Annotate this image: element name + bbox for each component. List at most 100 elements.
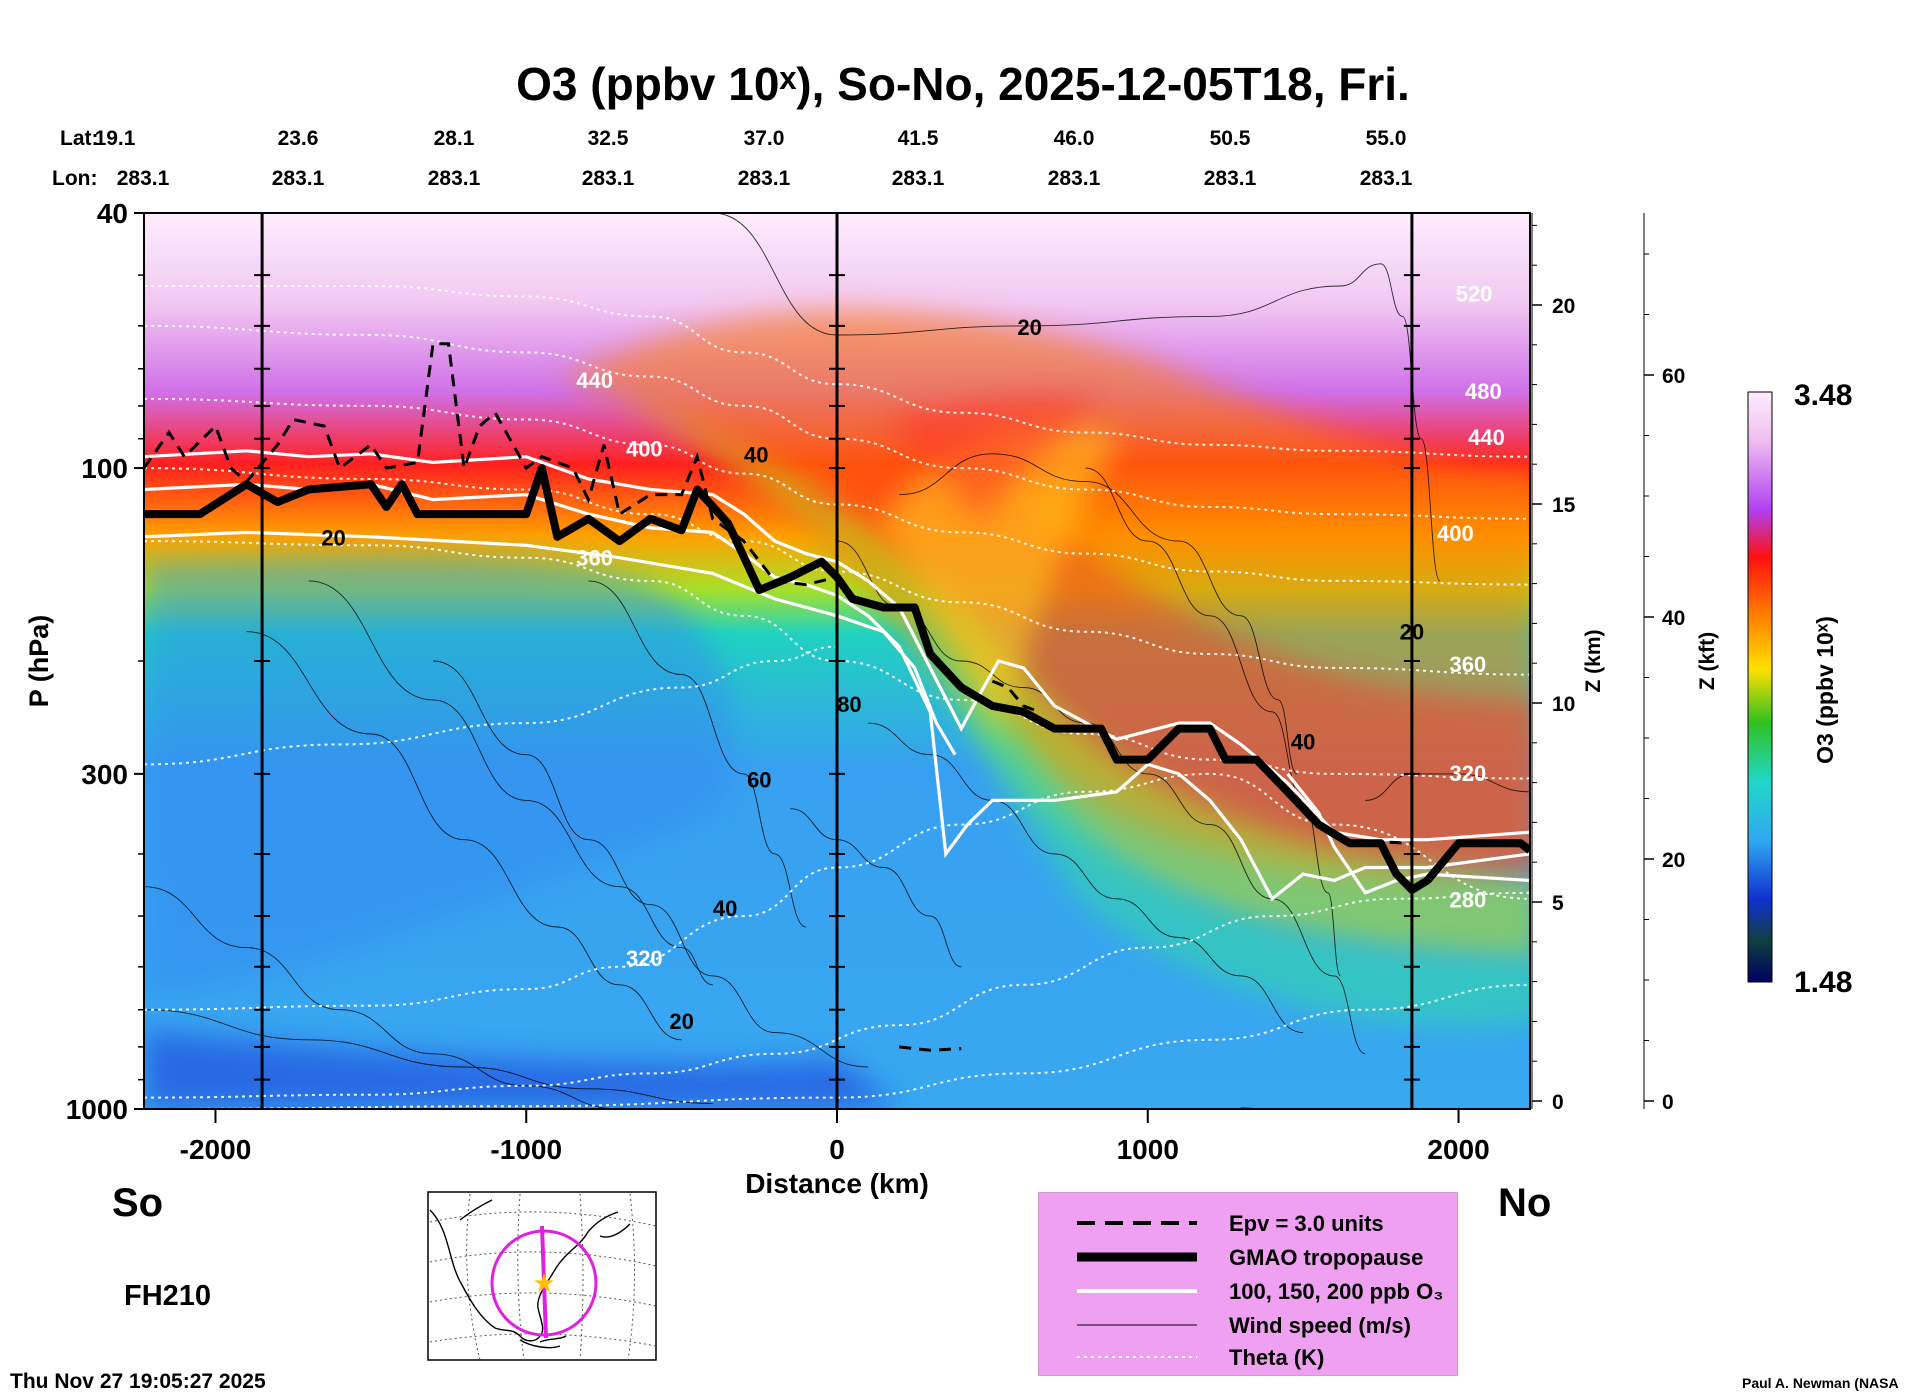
timestamp: Thu Nov 27 19:05:27 2025 [10, 1370, 266, 1393]
z-kft-tick-label: 40 [1662, 607, 1685, 630]
ozone-contour [144, 482, 1530, 902]
wind-contour [1365, 773, 1530, 801]
z-km-axis-label: Z (km) [1582, 630, 1605, 693]
legend-theta-swatch [1077, 1356, 1197, 1358]
ozone-contour [1286, 772, 1530, 895]
chart-title: O3 (ppbv 10ˣ), So-No, 2025-12-05T18, Fri… [516, 58, 1410, 110]
y-tick-label: 300 [81, 759, 128, 790]
theta-label: 520 [1456, 282, 1493, 307]
south-label: So [112, 1181, 163, 1225]
z-km-axis: 0 5 10 15 20 [1531, 213, 1576, 1114]
lat-value: 46.0 [1054, 127, 1095, 150]
lat-value: 55.0 [1366, 127, 1407, 150]
theta-label: 400 [626, 437, 663, 462]
z-km-tick-label: 5 [1552, 892, 1564, 915]
lat-value: 37.0 [744, 127, 785, 150]
y-tick-label: 40 [97, 198, 128, 229]
legend-tropopause-swatch [1077, 1252, 1197, 1262]
wind-contour [588, 580, 807, 928]
wind-speed-contours [144, 213, 1530, 1109]
wind-label: 20 [669, 1009, 693, 1034]
map-section-track [540, 1225, 548, 1339]
theta-label: 440 [1468, 425, 1505, 450]
lon-value: 283.1 [428, 167, 481, 190]
x-tick-label: 1000 [1117, 1134, 1179, 1165]
colorbar-max: 3.48 [1794, 379, 1852, 412]
legend-wind-swatch [1077, 1324, 1197, 1326]
z-km-tick-label: 0 [1552, 1091, 1564, 1114]
wind-contour [308, 580, 713, 986]
epv-contour [144, 342, 838, 587]
lon-value: 283.1 [738, 167, 791, 190]
legend-theta: Theta (K) [1039, 1341, 1457, 1373]
wind-label: 40 [713, 896, 737, 921]
theta-contour [144, 540, 1530, 780]
x-tick-label: 0 [829, 1134, 845, 1165]
theta-contour [144, 645, 838, 766]
z-kft-tick-label: 0 [1662, 1091, 1674, 1114]
lat-value: 19.1 [95, 127, 136, 150]
y-axis-label: P (hPa) [24, 615, 54, 708]
theta-contour [144, 397, 1530, 586]
y-tick-label: 100 [81, 453, 128, 484]
theta-label: 360 [1449, 652, 1486, 677]
colorbar-min: 1.48 [1794, 966, 1852, 999]
credit: Paul A. Newman (NASA [1742, 1375, 1899, 1391]
legend-ozone-swatch [1077, 1289, 1197, 1293]
wind-contour [712, 213, 1441, 582]
lon-value: 283.1 [1204, 167, 1257, 190]
lat-value: 32.5 [588, 127, 629, 150]
lon-value: 283.1 [272, 167, 325, 190]
theta-label: 360 [576, 546, 613, 571]
ozone-contour [144, 530, 957, 756]
lon-value: 283.1 [1360, 167, 1413, 190]
z-km-tick-label: 20 [1552, 295, 1575, 318]
wind-contour [144, 1009, 713, 1104]
z-kft-tick-label: 20 [1662, 849, 1685, 872]
contour-labels: 440 400 360 320 400 360 320 280 520 480 440 20 40 20 8… [321, 282, 1505, 1034]
ozone-contour [144, 449, 1530, 842]
legend-tropopause-label: GMAO tropopause [1229, 1245, 1424, 1270]
colorbar-label: O3 (ppbv 10ˣ) [1812, 616, 1838, 764]
wind-contour [1085, 467, 1341, 977]
map-center-star-icon: ★ [532, 1268, 555, 1298]
x-tick-label: -2000 [180, 1134, 252, 1165]
epv-contour [991, 679, 1040, 714]
lon-value: 283.1 [1048, 167, 1101, 190]
lon-label: Lon: [52, 167, 97, 190]
lat-label: Lat: [60, 127, 99, 150]
north-label: No [1498, 1181, 1551, 1225]
theta-label: 480 [1465, 379, 1502, 404]
wind-label: 60 [747, 767, 771, 792]
z-kft-axis-label: Z (kft) [1696, 632, 1719, 690]
wind-label: 40 [744, 442, 768, 467]
theta-contour [144, 891, 1530, 1099]
wind-contour [246, 631, 682, 1041]
wind-label: 20 [321, 525, 345, 550]
wind-contour [790, 808, 962, 968]
wind-label: 40 [1291, 730, 1315, 755]
z-km-tick-label: 10 [1552, 693, 1575, 716]
lat-row: 19.1 23.6 28.1 32.5 37.0 41.5 46.0 50.5 55.0 [95, 127, 1407, 150]
tropopause-line [144, 464, 1530, 894]
lon-value: 283.1 [117, 167, 170, 190]
lat-value: 28.1 [434, 127, 475, 150]
theta-label: 440 [576, 368, 613, 393]
tropopause-path [144, 464, 1530, 894]
epv-contour [899, 1045, 962, 1052]
legend-epv-label: Epv = 3.0 units [1229, 1211, 1384, 1236]
legend-tropopause: GMAO tropopause [1039, 1241, 1457, 1273]
y-tick-label: 1000 [66, 1094, 128, 1125]
wind-contour [868, 722, 1304, 1034]
wind-label: 80 [837, 692, 861, 717]
lat-value: 50.5 [1210, 127, 1251, 150]
legend-epv: Epv = 3.0 units [1039, 1207, 1457, 1239]
colorbar [1747, 391, 1773, 983]
theta-label: 320 [626, 946, 663, 971]
legend-ozone-label: 100, 150, 200 ppb O₃ [1229, 1279, 1444, 1304]
z-kft-axis: 0 20 40 60 [1643, 213, 1685, 1114]
theta-label: 400 [1437, 521, 1474, 546]
legend-theta-label: Theta (K) [1229, 1345, 1325, 1370]
wind-contour [432, 660, 869, 1068]
legend-wind: Wind speed (m/s) [1039, 1309, 1457, 1341]
